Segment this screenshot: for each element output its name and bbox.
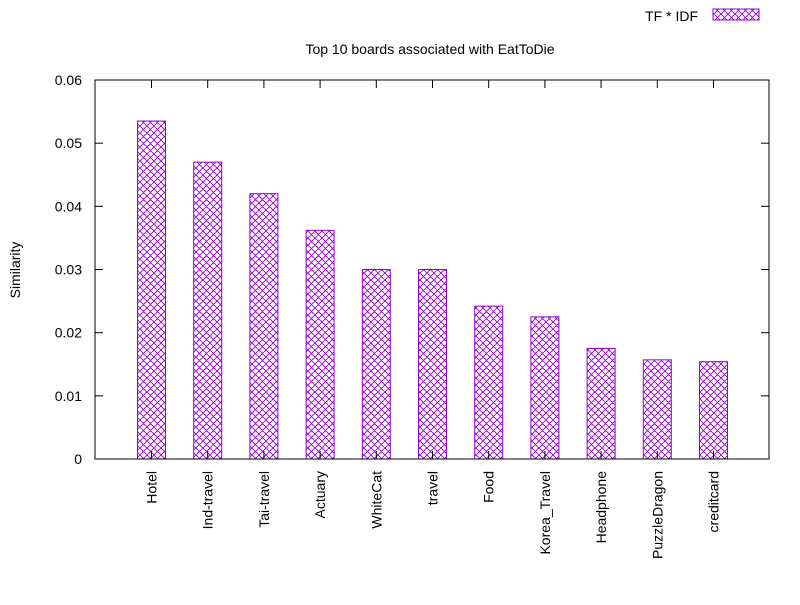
y-tick-label: 0.02 (55, 325, 82, 341)
x-tick-label: Headphone (593, 471, 609, 544)
x-tick-label: Tai-travel (256, 471, 272, 528)
x-axis-ticks: Hotel Ind-travel Tai-travel Actuary WhiteCat… (144, 80, 722, 559)
chart-title: Top 10 boards associated with EatToDie (305, 41, 554, 57)
y-tick-label: 0.03 (55, 262, 82, 278)
x-tick-label: Food (481, 471, 497, 503)
bar-actuary (305, 229, 335, 460)
y-tick-label: 0.05 (55, 135, 82, 151)
x-tick-label: WhiteCat (368, 471, 384, 529)
x-tick-label: creditcard (706, 471, 722, 532)
bar-creditcard (699, 361, 728, 460)
bar-ind-travel (193, 161, 223, 460)
legend-swatch (712, 8, 760, 21)
x-tick-label: travel (425, 471, 441, 505)
bar-whitecat (361, 269, 391, 460)
y-tick-label: 0.04 (55, 198, 82, 214)
y-tick-label: 0.06 (55, 72, 82, 88)
x-tick-label: PuzzleDragon (649, 471, 665, 559)
bar-food (474, 305, 504, 460)
bar-headphone (586, 347, 616, 460)
bar-hotel (137, 120, 166, 460)
legend: TF * IDF (645, 8, 760, 24)
y-axis-ticks: 0 0.01 0.02 0.03 0.04 0.05 0.06 (55, 72, 769, 467)
plot-frame (94, 79, 770, 460)
x-tick-label: Ind-travel (200, 471, 216, 529)
bar-travel (418, 269, 447, 460)
x-tick-label: Korea_Travel (537, 471, 553, 555)
x-tick-label: Actuary (312, 471, 328, 518)
bar-korea-travel (530, 316, 560, 460)
y-axis-label: Similarity (7, 242, 23, 299)
legend-label: TF * IDF (645, 8, 698, 24)
bars-layer (137, 120, 728, 460)
x-tick-label: Hotel (144, 471, 160, 504)
bar-tai-travel (249, 193, 279, 460)
bar-puzzledragon (642, 359, 672, 460)
y-tick-label: 0 (74, 451, 82, 467)
y-tick-label: 0.01 (55, 388, 82, 404)
